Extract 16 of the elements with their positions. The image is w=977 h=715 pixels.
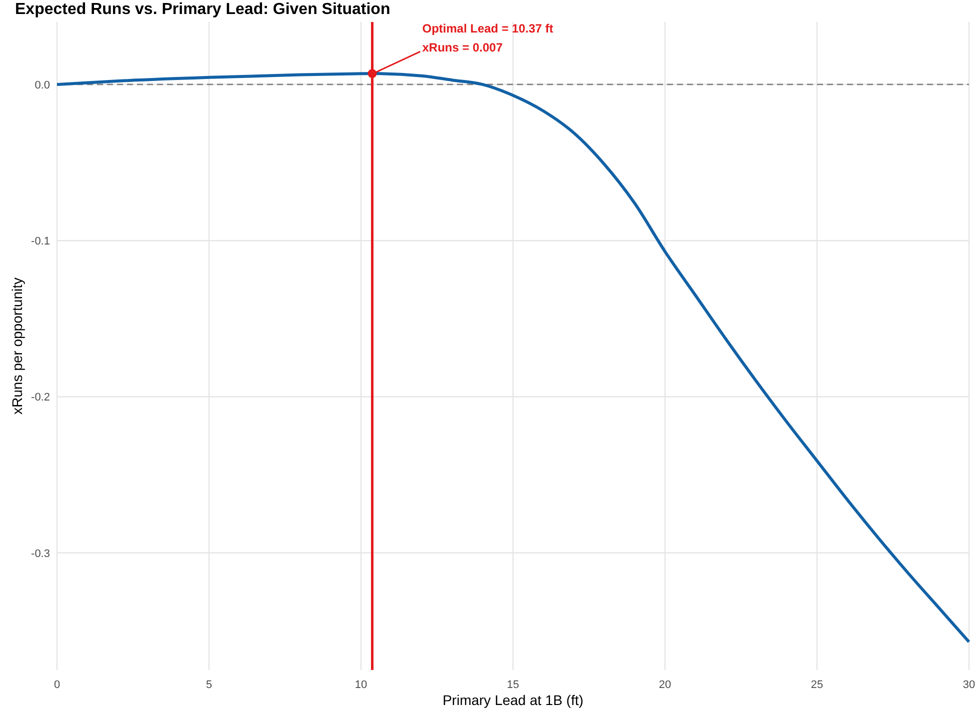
y-tick-label: -0.3 [31,548,50,560]
annotation: Optimal Lead = 10.37 ft [422,22,554,36]
x-tick-label: 25 [810,679,824,691]
y-tick-label: -0.1 [31,236,50,248]
x-tick-label: 30 [962,679,976,691]
x-axis-title: Primary Lead at 1B (ft) [442,692,584,708]
x-tick-label: 20 [658,679,672,691]
y-tick-label: -0.2 [31,392,50,404]
annotation: xRuns = 0.007 [422,40,503,55]
y-tick-label: 0.0 [34,79,50,92]
x-tick-label: 0 [54,679,60,691]
y-axis-title: xRuns per opportunity [9,278,25,414]
x-tick-label: 15 [506,679,520,691]
x-tick-label: 5 [206,679,212,691]
x-tick-label: 10 [354,679,368,691]
chart-title: Expected Runs vs. Primary Lead: Given Situation [15,1,390,18]
